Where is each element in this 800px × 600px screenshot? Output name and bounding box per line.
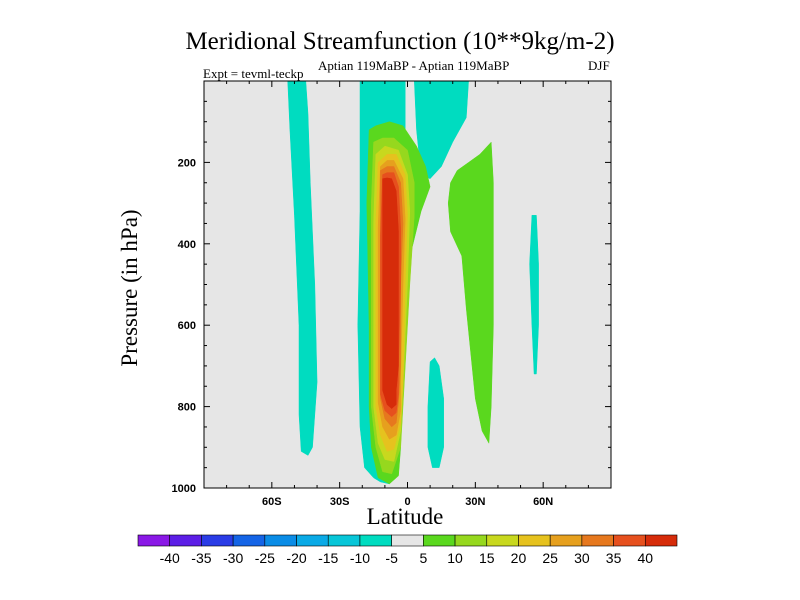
colorbar-label: -30 <box>223 550 243 566</box>
colorbar-swatch <box>581 534 614 547</box>
axis-layer: 60S 30S 0 30N 60N 200 400 600 800 1000 <box>172 80 612 508</box>
colorbar-swatch <box>486 534 519 547</box>
colorbar-label: -40 <box>160 550 180 566</box>
colorbar-swatch <box>264 534 297 547</box>
colorbar-swatch <box>169 534 202 547</box>
colorbar-swatch <box>296 534 329 547</box>
colorbar-label: 40 <box>638 550 654 566</box>
y-tick-label: 1000 <box>172 483 196 495</box>
x-tick-label: 60N <box>533 496 553 508</box>
colorbar-swatch <box>613 534 646 547</box>
y-tick-label: 200 <box>178 157 196 169</box>
x-tick-label: 30N <box>465 496 485 508</box>
colorbar: -40 -35 -30 -25 -20 -15 -10 -5 5 10 15 20 25 30 35 40 <box>137 534 678 566</box>
colorbar-label: 30 <box>574 550 590 566</box>
colorbar-swatch <box>549 534 583 547</box>
y-tick-label: 800 <box>178 402 196 414</box>
colorbar-label: 10 <box>447 550 463 566</box>
colorbar-swatch <box>518 534 551 547</box>
colorbar-label: -5 <box>385 550 398 566</box>
colorbar-label: -25 <box>255 550 275 566</box>
colorbar-swatch <box>644 534 678 547</box>
contour-fill-3 <box>427 357 444 468</box>
y-tick-label: 600 <box>178 320 196 332</box>
chart-subtitle-experiments: Aptian 119MaBP - Aptian 119MaBP <box>318 58 510 73</box>
x-tick-label: 30S <box>330 496 350 508</box>
colorbar-swatch <box>391 534 424 547</box>
colorbar-label: 25 <box>542 550 558 566</box>
colorbar-label: 15 <box>479 550 495 566</box>
colorbar-label: -35 <box>191 550 211 566</box>
contour-layer <box>287 80 539 485</box>
chart-title: Meridional Streamfunction (10**9kg/m-2) <box>185 28 615 55</box>
colorbar-label: -10 <box>350 550 370 566</box>
colorbar-swatch <box>327 534 361 547</box>
y-axis-label: Pressure (in hPa) <box>117 209 142 367</box>
colorbar-label: -15 <box>318 550 338 566</box>
colorbar-swatch <box>454 534 488 547</box>
x-tick-label: 0 <box>404 496 410 508</box>
colorbar-label: 20 <box>511 550 527 566</box>
colorbar-label: -20 <box>286 550 306 566</box>
colorbar-label: 5 <box>419 550 427 566</box>
colorbar-swatch <box>359 534 392 547</box>
x-axis-label: Latitude <box>366 504 444 529</box>
chart-subtitle-expt: Expt = tevml-teckp <box>203 66 304 81</box>
colorbar-swatch <box>137 534 171 547</box>
colorbar-swatch <box>201 534 234 547</box>
contour-fill-4 <box>529 215 539 375</box>
contour-fill-0 <box>287 80 318 456</box>
contour-fill-13 <box>382 177 399 409</box>
contour-fill-6 <box>447 141 494 444</box>
x-tick-label: 60S <box>262 496 282 508</box>
colorbar-swatch <box>423 534 456 547</box>
colorbar-label: 35 <box>606 550 622 566</box>
chart-subtitle-season: DJF <box>588 58 610 73</box>
contour-fill-2 <box>414 80 469 179</box>
y-tick-label: 400 <box>178 239 196 251</box>
colorbar-swatch <box>232 534 266 547</box>
